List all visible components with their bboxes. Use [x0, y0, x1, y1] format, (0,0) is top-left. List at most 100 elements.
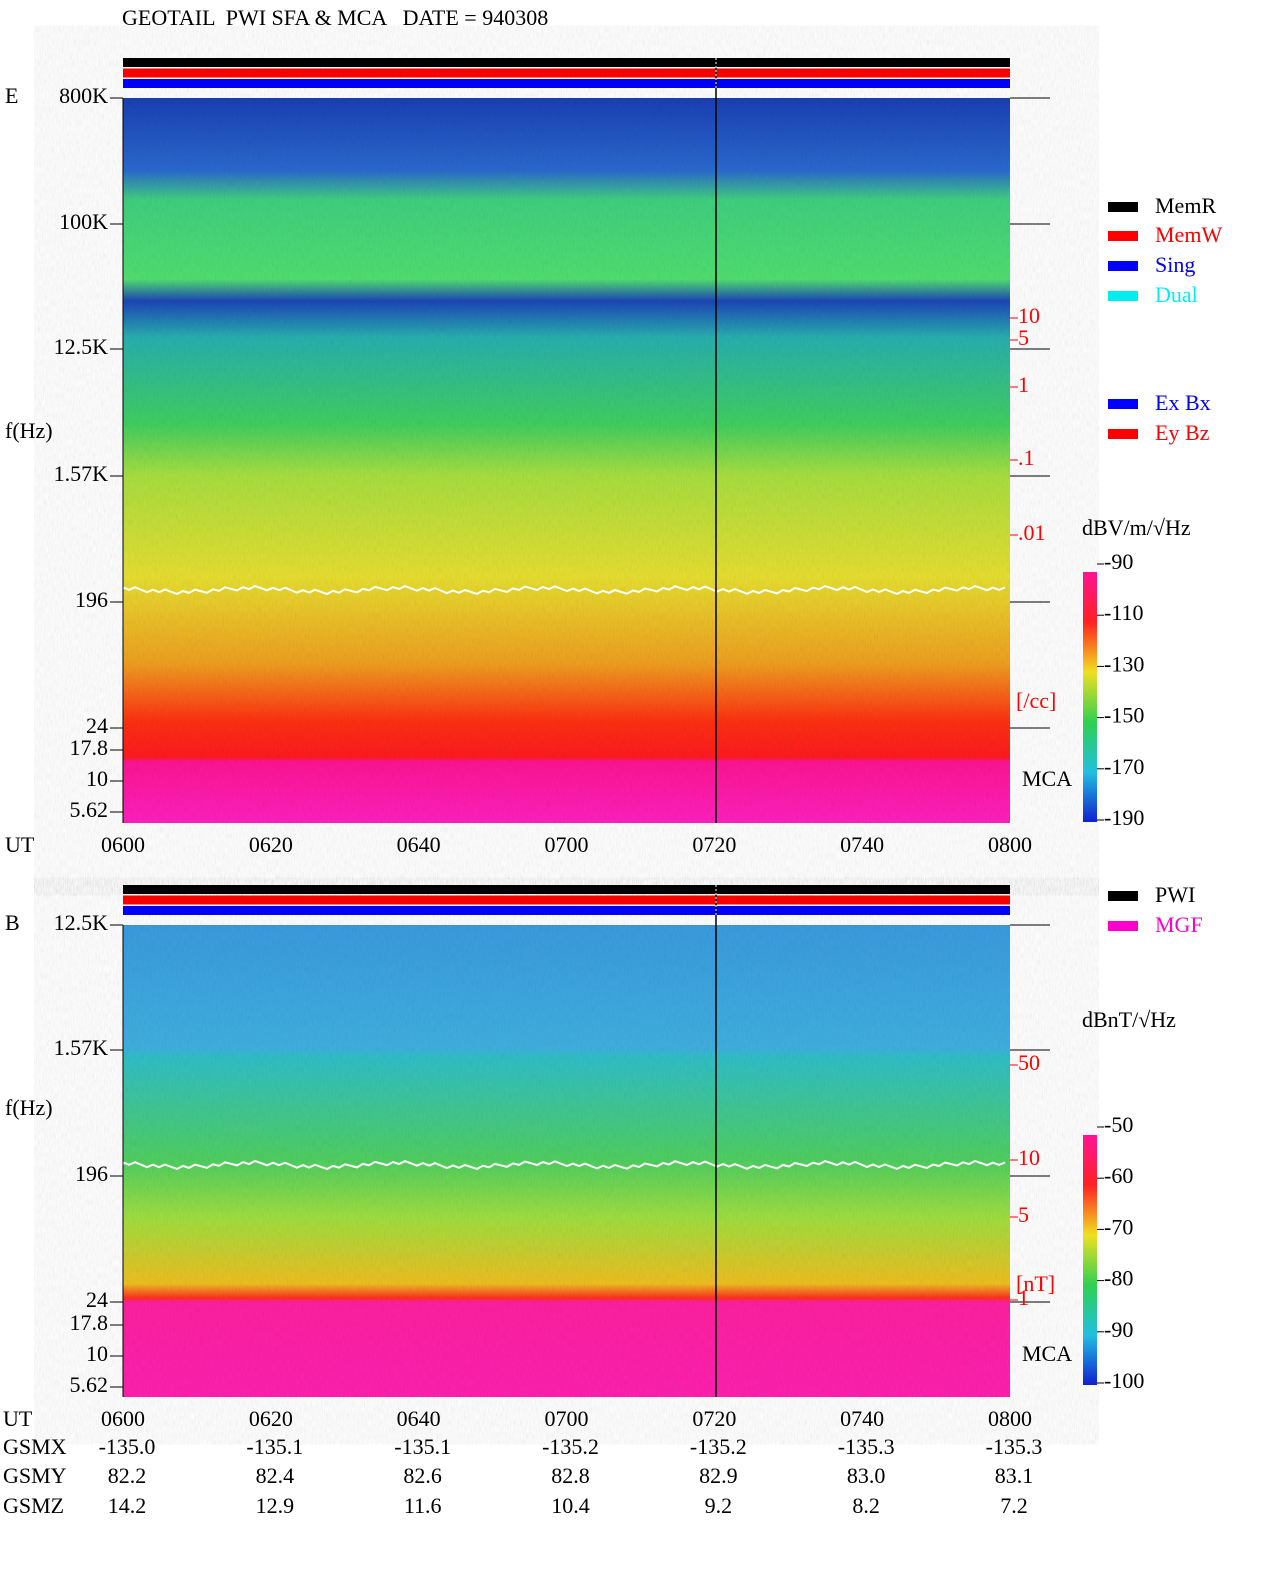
colorbar-label: -100 — [1104, 1368, 1144, 1393]
density-label: .01 — [1018, 520, 1046, 545]
y-tick-label: 10 — [86, 1341, 108, 1366]
legend-label: PWI — [1155, 882, 1195, 907]
colorbar — [1083, 572, 1097, 822]
y-tick-label: 1.57K — [54, 1035, 109, 1060]
orbit-value: 82.4 — [256, 1463, 295, 1488]
colorbar — [1083, 1135, 1097, 1385]
orbit-value: 0800 — [988, 1406, 1032, 1431]
orbit-value: 10.4 — [551, 1493, 590, 1518]
legend-label: MemW — [1155, 222, 1222, 247]
legend-swatch — [1108, 202, 1138, 212]
status-bar — [123, 895, 1010, 905]
y-tick-label: 196 — [75, 587, 108, 612]
x-tick-label: 0640 — [397, 832, 441, 857]
mca-label: MCA — [1022, 766, 1072, 791]
orbit-value: -135.1 — [246, 1434, 303, 1459]
colorbar-label: -80 — [1104, 1266, 1133, 1291]
y-tick-label: 100K — [59, 209, 108, 234]
colorbar-title: dBnT/√Hz — [1082, 1007, 1176, 1032]
density-label: 5 — [1018, 325, 1029, 350]
density-unit: [/cc] — [1016, 688, 1056, 713]
legend-swatch — [1108, 399, 1138, 409]
plasma-line — [122, 1159, 1006, 1171]
legend-swatch — [1108, 261, 1138, 271]
orbit-value: 82.8 — [551, 1463, 590, 1488]
orbit-value: 12.9 — [256, 1493, 295, 1518]
density-label: 5 — [1018, 1202, 1029, 1227]
y-axis-title: f(Hz) — [5, 1095, 53, 1120]
legend-label: MemR — [1155, 193, 1216, 218]
x-axis-title: UT — [5, 832, 35, 857]
x-tick-label: 0740 — [840, 832, 884, 857]
density-label: 50 — [1018, 1050, 1040, 1075]
orbit-value: 9.2 — [705, 1493, 733, 1518]
legend-label: Dual — [1155, 282, 1198, 307]
colorbar-title: dBV/m/√Hz — [1082, 515, 1191, 540]
spectrogram-texture — [123, 925, 1010, 1397]
orbit-value: -135.2 — [690, 1434, 747, 1459]
orbit-value: 0640 — [397, 1406, 441, 1431]
y-tick-label: 196 — [75, 1161, 108, 1186]
colorbar-label: -150 — [1104, 703, 1144, 728]
y-tick-label: 17.8 — [70, 735, 109, 760]
colorbar-label: -50 — [1104, 1112, 1133, 1137]
density-label: 10 — [1018, 303, 1040, 328]
y-tick-label: 12.5K — [54, 910, 109, 935]
y-tick-label: 24 — [86, 713, 108, 738]
density-label: 10 — [1018, 1145, 1040, 1170]
legend-swatch — [1108, 891, 1138, 901]
orbit-value: 0740 — [840, 1406, 884, 1431]
x-tick-label: 0700 — [545, 832, 589, 857]
colorbar-label: -190 — [1104, 805, 1144, 830]
orbit-value: 14.2 — [108, 1493, 147, 1518]
legend-label: MGF — [1155, 912, 1203, 937]
y-tick-label: 24 — [86, 1287, 108, 1312]
orbit-row-name: UT — [3, 1406, 33, 1431]
status-bar — [123, 885, 1010, 894]
colorbar-label: -60 — [1104, 1163, 1133, 1188]
colorbar-label: -170 — [1104, 754, 1144, 779]
legend-swatch — [1108, 429, 1138, 439]
status-bar — [123, 68, 1010, 78]
status-bar — [123, 58, 1010, 67]
colorbar-label: -130 — [1104, 651, 1144, 676]
colorbar-label: -110 — [1104, 600, 1144, 625]
panel-label: B — [5, 910, 20, 935]
orbit-value: 11.6 — [404, 1493, 442, 1518]
status-bar — [123, 906, 1010, 915]
mca-label: MCA — [1022, 1341, 1072, 1366]
legend-swatch — [1108, 231, 1138, 241]
legend-label: Ey Bz — [1155, 420, 1210, 445]
status-bar — [123, 79, 1010, 88]
colorbar-label: -90 — [1104, 549, 1133, 574]
orbit-value: 82.6 — [403, 1463, 442, 1488]
orbit-value: 83.0 — [847, 1463, 886, 1488]
x-tick-label: 0800 — [988, 832, 1032, 857]
spectrogram-texture — [123, 98, 1010, 823]
x-tick-label: 0620 — [249, 832, 293, 857]
orbit-value: 7.2 — [1000, 1493, 1028, 1518]
orbit-value: 8.2 — [852, 1493, 880, 1518]
y-tick-label: 12.5K — [54, 334, 109, 359]
y-tick-label: 10 — [86, 766, 108, 791]
y-tick-label: 800K — [59, 83, 108, 108]
y-tick-label: 1.57K — [54, 461, 109, 486]
plasma-line — [122, 584, 1006, 596]
orbit-value: 83.1 — [995, 1463, 1034, 1488]
orbit-value: 0700 — [545, 1406, 589, 1431]
orbit-value: 82.2 — [108, 1463, 147, 1488]
density-label: .1 — [1018, 445, 1035, 470]
y-tick-label: 5.62 — [70, 1372, 109, 1397]
colorbar-label: -70 — [1104, 1214, 1133, 1239]
orbit-row-name: GSMY — [3, 1463, 67, 1488]
orbit-value: 0620 — [249, 1406, 293, 1431]
orbit-value: -135.2 — [542, 1434, 599, 1459]
orbit-row-name: GSMZ — [3, 1493, 64, 1518]
orbit-value: -135.3 — [986, 1434, 1043, 1459]
density-unit: [nT] — [1016, 1271, 1055, 1296]
panel-label: E — [5, 83, 18, 108]
orbit-value: 0600 — [101, 1406, 145, 1431]
colorbar-label: -90 — [1104, 1317, 1133, 1342]
